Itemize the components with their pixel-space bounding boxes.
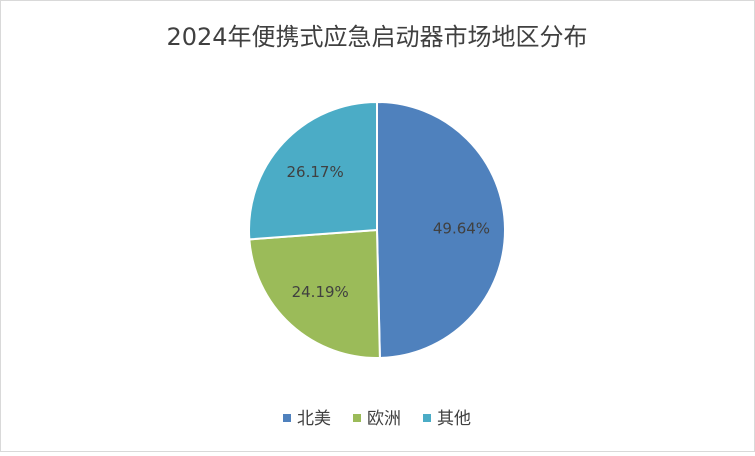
- legend-swatch: [283, 414, 291, 422]
- legend-swatch: [353, 414, 361, 422]
- legend-swatch: [423, 414, 431, 422]
- data-label: 49.64%: [433, 220, 490, 238]
- pie-slice: [248, 100, 378, 241]
- chart-title: 2024年便携式应急启动器市场地区分布: [166, 23, 587, 51]
- data-label: 24.19%: [292, 283, 349, 301]
- pie-slice: [376, 100, 506, 359]
- legend-label: 北美: [297, 409, 331, 429]
- data-label: 26.17%: [287, 163, 344, 181]
- legend-label: 欧洲: [367, 409, 401, 429]
- legend-label: 其他: [437, 409, 471, 429]
- pie-slice: [248, 228, 381, 359]
